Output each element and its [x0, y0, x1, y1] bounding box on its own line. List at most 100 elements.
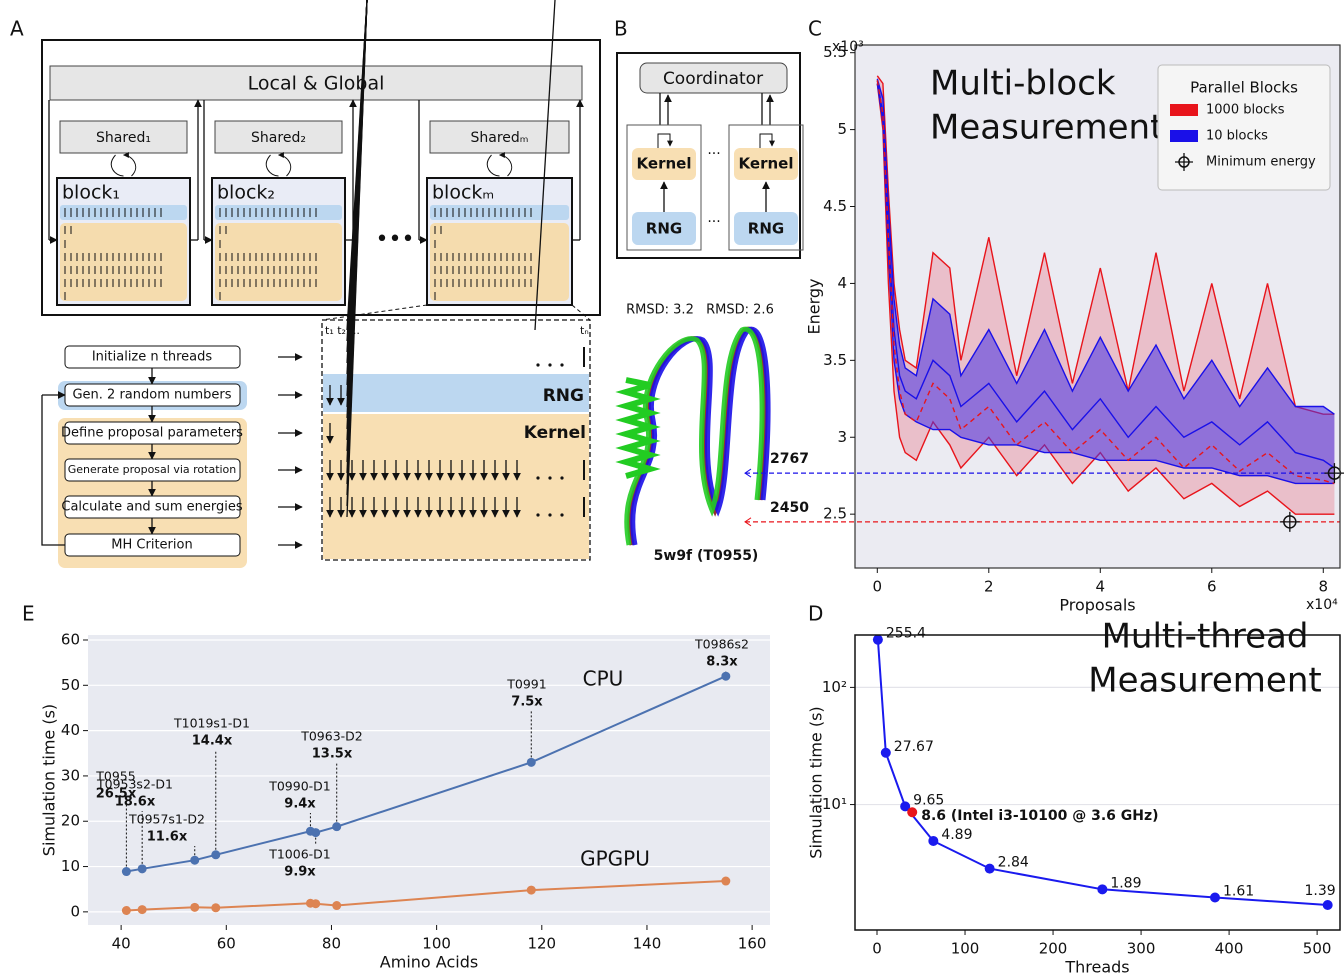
rmsd-label: RMSD: 3.2: [626, 303, 694, 318]
point: [211, 903, 220, 912]
rng-label: RNG: [646, 220, 682, 238]
x-axis-label: Proposals: [1059, 596, 1135, 615]
x-tick-label: 500: [1303, 940, 1332, 958]
rng-label: RNG: [543, 386, 584, 406]
rmsd-label: RMSD: 2.6: [706, 303, 774, 318]
value-label: 2.84: [998, 855, 1029, 871]
y-tick-label: 5: [837, 120, 847, 138]
kernel-label: Kernel: [637, 155, 692, 173]
dot: [560, 476, 563, 479]
y-axis-label: Simulation time (s): [40, 704, 59, 856]
point: [721, 672, 730, 681]
dot: [560, 363, 563, 366]
x-tick-label: 100: [951, 940, 980, 958]
point: [138, 905, 147, 914]
point-name: T0953s2-D1: [96, 777, 173, 792]
annotation: Measurement: [930, 108, 1163, 148]
x-tick-label: 0: [872, 940, 882, 958]
point: [881, 748, 891, 758]
speedup-label: 13.5x: [312, 747, 353, 762]
point: [527, 886, 536, 895]
ellipsis: •••: [376, 227, 415, 252]
y-tick-label: 0: [70, 902, 80, 920]
y-tick-label: 20: [61, 812, 80, 830]
y-tick-label: 2.5: [823, 505, 847, 523]
point-name: T0990-D1: [268, 779, 331, 794]
dot: [548, 513, 551, 516]
point: [190, 903, 199, 912]
point-name: T0957s1-D2: [128, 812, 205, 827]
y-tick-label: 50: [61, 676, 80, 694]
min-energy-label: 2767: [770, 451, 809, 467]
y-tick-label: 40: [61, 721, 80, 739]
point: [311, 899, 320, 908]
kernel-label: Kernel: [524, 423, 586, 443]
block-label: block₁: [62, 182, 120, 204]
y-multiplier: x10³: [832, 39, 864, 55]
point: [122, 867, 131, 876]
rng-strip: [60, 205, 187, 220]
dots: ...: [707, 142, 720, 158]
dot: [536, 363, 539, 366]
panel-label: A: [10, 17, 24, 41]
annotation: Multi-block: [930, 64, 1116, 104]
y-tick-label: 10²: [822, 678, 847, 696]
y-tick-label: 30: [61, 766, 80, 784]
point-name: T1019s1-D1: [173, 716, 250, 731]
structure-name: 5w9f (T0955): [654, 548, 759, 564]
rng-label: RNG: [748, 220, 784, 238]
step-label: MH Criterion: [111, 538, 192, 553]
legend-label: 1000 blocks: [1206, 103, 1285, 118]
x-axis-label: Threads: [1064, 958, 1129, 977]
panel-label: B: [614, 17, 628, 41]
point: [1323, 900, 1333, 910]
value-label: 1.89: [1110, 875, 1141, 891]
x-tick-label: 160: [738, 935, 767, 953]
kernel-area: [60, 223, 187, 301]
speedup-label: 18.6x: [115, 795, 156, 810]
annotation: Multi-thread: [1102, 617, 1309, 657]
block-label: block₂: [217, 182, 275, 204]
x-tick-label: 140: [633, 935, 662, 953]
min-energy-label: 2450: [770, 500, 809, 516]
x-tick-label: 60: [217, 935, 236, 953]
panel-label: E: [22, 602, 35, 626]
y-tick-label: 4: [837, 274, 847, 292]
point: [907, 807, 917, 817]
point: [985, 864, 995, 874]
value-label: 9.65: [913, 792, 944, 808]
point: [122, 906, 131, 915]
dot: [536, 513, 539, 516]
step-label: Gen. 2 random numbers: [72, 388, 231, 403]
dots: ...: [707, 210, 720, 226]
kernel-area: [215, 223, 342, 301]
shared-label: Sharedₘ: [470, 130, 528, 146]
dot: [560, 513, 563, 516]
y-tick-label: 10: [61, 857, 80, 875]
block-label: blockₘ: [432, 182, 494, 204]
speedup-label: 7.5x: [511, 695, 543, 710]
step-label: Calculate and sum energies: [61, 500, 242, 515]
point-name: T0991: [506, 677, 546, 692]
sync-arrow: [487, 155, 511, 176]
shared-label: Shared₁: [96, 130, 151, 146]
step-label: Initialize n threads: [92, 350, 213, 365]
y-axis-label: Simulation time (s): [807, 706, 826, 858]
thread-label: tₙ: [580, 324, 589, 337]
dot: [548, 476, 551, 479]
y-axis-label: Energy: [805, 278, 824, 334]
x-tick-label: 100: [422, 935, 451, 953]
shared-label: Shared₂: [251, 130, 306, 146]
point: [211, 850, 220, 859]
legend-label: Minimum energy: [1206, 155, 1316, 170]
point: [873, 635, 883, 645]
point: [928, 836, 938, 846]
point: [1210, 892, 1220, 902]
x-tick-label: 80: [322, 935, 341, 953]
point-name: T0986s2: [694, 637, 749, 652]
kernel-label: Kernel: [739, 155, 794, 173]
sync-arrow: [111, 155, 135, 176]
value-label: 1.39: [1305, 883, 1336, 899]
point: [721, 877, 730, 886]
point: [1097, 884, 1107, 894]
